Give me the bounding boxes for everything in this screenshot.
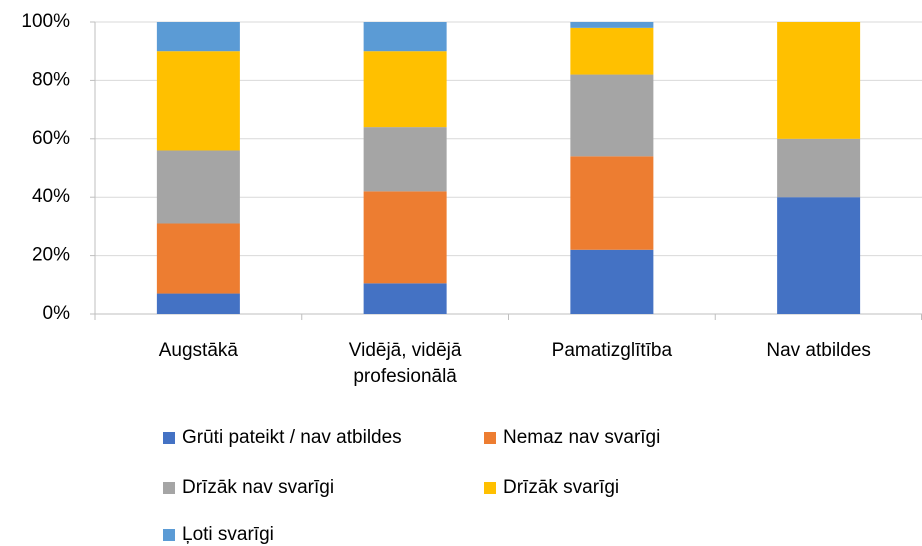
y-tick-label: 40% <box>32 186 70 207</box>
bar-segment <box>156 150 240 224</box>
bar-segment <box>777 22 861 139</box>
legend-swatch <box>163 432 175 444</box>
x-tick-label: Nav atbildes <box>766 340 871 361</box>
bar-segment <box>156 293 240 314</box>
legend-label: Nemaz nav svarīgi <box>503 427 660 448</box>
bar-segment <box>156 51 240 151</box>
y-tick-label: 0% <box>43 303 71 324</box>
bar-segment <box>570 74 654 157</box>
y-tick-label: 100% <box>21 11 70 32</box>
legend-swatch <box>163 482 175 494</box>
bar-segment <box>363 22 447 52</box>
bar-segment <box>570 22 654 28</box>
x-tick-label: Pamatizglītība <box>551 340 673 361</box>
bar-segment <box>363 127 447 192</box>
bar-segment <box>570 156 654 250</box>
x-tick-label: Vidējā, vidējā profesionālā <box>348 340 462 387</box>
legend-label: Ļoti svarīgi <box>182 524 274 545</box>
bar-segment <box>156 223 240 294</box>
bar-segment <box>156 22 240 52</box>
y-tick-label: 60% <box>32 128 70 149</box>
legend-swatch <box>163 529 175 541</box>
y-tick-label: 20% <box>32 245 70 266</box>
legend-swatch <box>484 432 496 444</box>
bar-segment <box>777 138 861 198</box>
bar-segment <box>777 197 861 314</box>
bar-segment <box>570 27 654 75</box>
legend-label: Drīzāk svarīgi <box>503 477 619 498</box>
legend-label: Drīzāk nav svarīgi <box>182 477 334 498</box>
y-tick-label: 80% <box>32 69 70 90</box>
bar-segment <box>363 283 447 314</box>
bar-segment <box>363 51 447 128</box>
bar-segment <box>363 191 447 284</box>
bar-segment <box>570 249 654 314</box>
x-tick-label: Augstākā <box>158 340 238 361</box>
legend-label: Grūti pateikt / nav atbildes <box>182 427 402 448</box>
legend-swatch <box>484 482 496 494</box>
